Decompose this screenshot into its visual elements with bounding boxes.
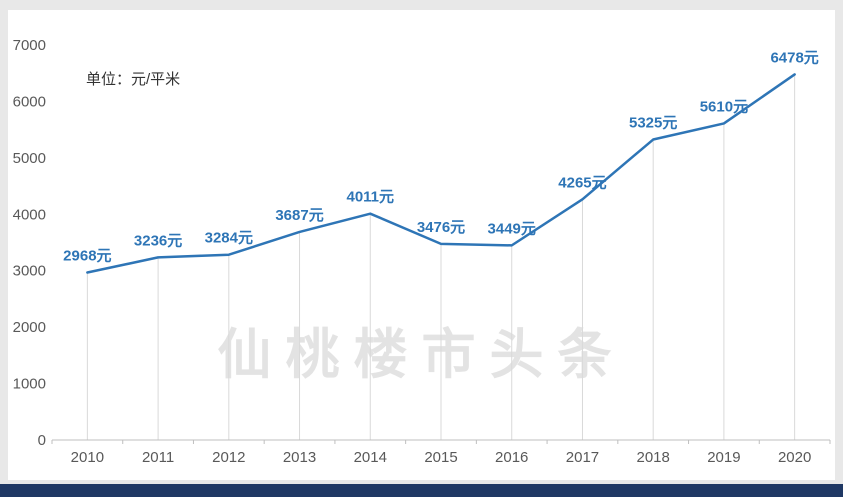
svg-text:1000: 1000 [13, 376, 46, 393]
svg-text:0: 0 [38, 432, 46, 449]
svg-text:5000: 5000 [13, 150, 46, 167]
svg-text:7000: 7000 [13, 37, 46, 54]
svg-text:2016: 2016 [495, 449, 528, 466]
unit-label: 单位：元/平米 [86, 71, 181, 88]
svg-text:4000: 4000 [13, 206, 46, 223]
price-line-series [86, 73, 796, 274]
bottom-accent-bar [0, 484, 843, 497]
svg-text:2019: 2019 [707, 449, 740, 466]
svg-text:2010: 2010 [71, 449, 104, 466]
drop-lines [86, 74, 796, 440]
svg-text:5325元: 5325元 [629, 115, 677, 132]
svg-text:3236元: 3236元 [134, 232, 182, 249]
svg-text:6478元: 6478元 [770, 49, 818, 66]
svg-text:2012: 2012 [212, 449, 245, 466]
svg-text:3449元: 3449元 [488, 220, 536, 237]
x-axis [51, 439, 831, 444]
svg-text:2017: 2017 [566, 449, 599, 466]
svg-text:5610元: 5610元 [700, 98, 748, 115]
svg-text:3284元: 3284元 [205, 230, 253, 247]
svg-text:6000: 6000 [13, 93, 46, 110]
price-line-chart-card: 单位：元/平米 仙桃楼市头条 0 1000 2000 3000 4000 5000 6000… [8, 10, 835, 480]
svg-text:3000: 3000 [13, 263, 46, 280]
svg-text:2968元: 2968元 [63, 248, 111, 265]
data-labels: 2968元 3236元 3284元 3687元 4011元 3476元 3449元 4265元… [63, 49, 819, 264]
x-axis-labels: 2010 2011 2012 2013 2014 2015 2016 2017 2018 2019… [71, 449, 812, 466]
svg-text:3476元: 3476元 [417, 219, 465, 236]
svg-text:4265元: 4265元 [558, 174, 606, 191]
svg-text:2015: 2015 [424, 449, 457, 466]
svg-text:2000: 2000 [13, 319, 46, 336]
svg-text:2020: 2020 [778, 449, 811, 466]
svg-text:2013: 2013 [283, 449, 316, 466]
svg-text:2011: 2011 [142, 449, 174, 466]
svg-text:2018: 2018 [636, 449, 669, 466]
svg-text:2014: 2014 [354, 449, 387, 466]
y-axis-labels: 0 1000 2000 3000 4000 5000 6000 7000 [13, 37, 46, 449]
svg-text:4011元: 4011元 [346, 189, 394, 206]
svg-text:3687元: 3687元 [275, 207, 323, 224]
